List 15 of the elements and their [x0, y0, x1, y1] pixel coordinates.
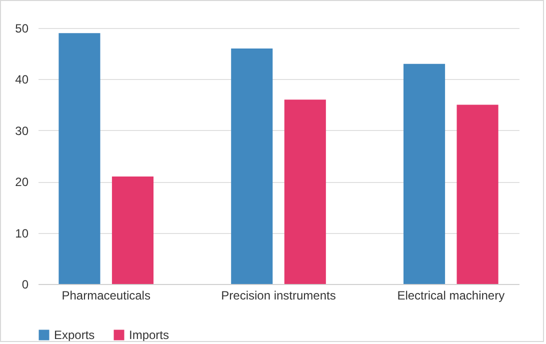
x-tick-label: Pharmaceuticals [62, 288, 150, 302]
y-tick-label: 30 [15, 124, 29, 138]
y-tick-label: 20 [15, 175, 29, 190]
bar [112, 176, 154, 284]
y-tick-label: 0 [22, 278, 29, 292]
bar [231, 48, 273, 284]
x-tick-label: Precision instruments [221, 288, 336, 302]
y-tick-label: 10 [15, 226, 29, 240]
x-tick-label: Electrical machinery [397, 288, 505, 302]
y-tick-label: 50 [15, 22, 29, 36]
y-tick-label: 40 [15, 72, 29, 87]
bar [456, 104, 498, 284]
bar [58, 33, 100, 284]
bar [403, 64, 446, 284]
bar [284, 100, 326, 284]
